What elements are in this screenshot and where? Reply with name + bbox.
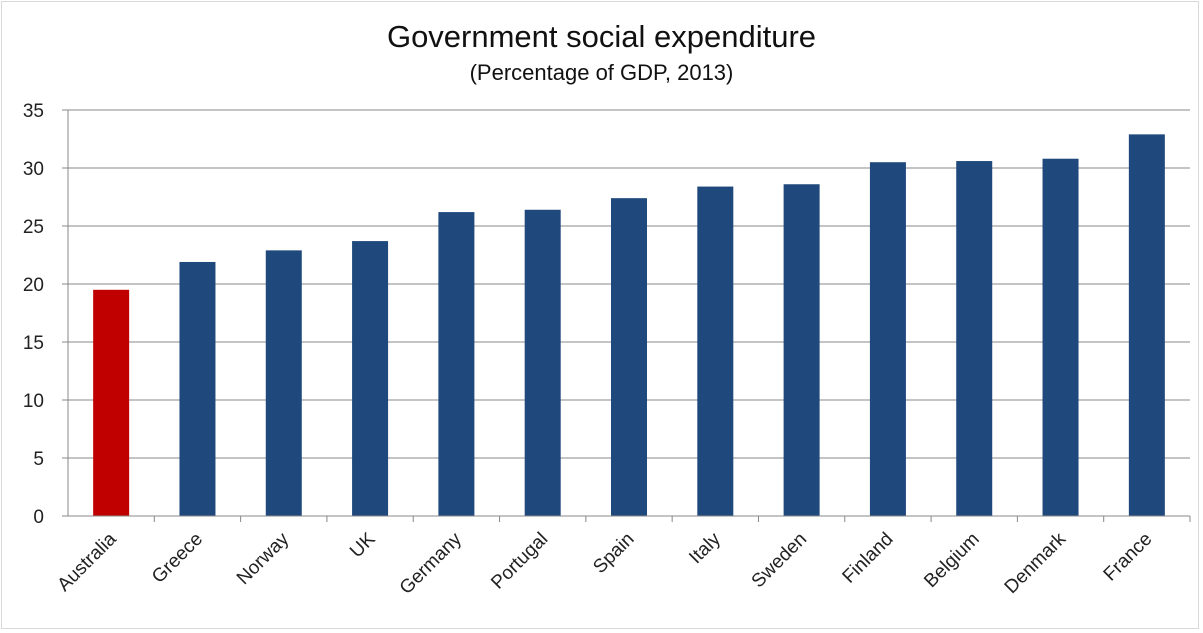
- bar-greece: [179, 261, 216, 516]
- x-tick-label: Australia: [54, 528, 121, 595]
- x-tick-label: Portugal: [487, 529, 552, 594]
- x-tick-label: Norway: [233, 528, 294, 589]
- x-tick-label: Belgium: [920, 529, 983, 592]
- x-tick-label: Sweden: [748, 529, 811, 592]
- bar-finland: [869, 162, 906, 516]
- y-tick-label: 35: [23, 101, 44, 122]
- bar-australia: [93, 289, 130, 516]
- x-tick-label: Greece: [148, 529, 207, 588]
- bar-portugal: [524, 209, 561, 516]
- x-tick-label: Italy: [685, 528, 725, 568]
- x-tick-label: Spain: [589, 529, 638, 578]
- y-tick-label: 25: [23, 217, 44, 238]
- bar-belgium: [956, 161, 993, 517]
- bars: [93, 134, 1165, 517]
- y-tick-label: 10: [23, 391, 44, 412]
- bar-sweden: [783, 184, 820, 517]
- x-axis: Australia Greece Norway UK Germany Portugal Sp…: [54, 515, 1191, 599]
- x-tick-label: UK: [346, 528, 380, 562]
- y-tick-label: 0: [33, 507, 44, 528]
- x-tick-label: France: [1100, 529, 1157, 586]
- chart-subtitle: (Percentage of GDP, 2013): [469, 60, 734, 85]
- bar-uk: [352, 241, 389, 516]
- bar-norway: [265, 250, 302, 517]
- y-tick-label: 20: [23, 275, 44, 296]
- y-tick-label: 15: [23, 333, 44, 354]
- bar-denmark: [1042, 158, 1079, 516]
- bar-italy: [697, 186, 734, 516]
- chart-title: Government social expenditure: [386, 19, 817, 54]
- bar-germany: [438, 212, 475, 516]
- bar-spain: [611, 198, 647, 516]
- x-tick-label: Denmark: [1001, 528, 1071, 598]
- x-tick-label: Finland: [839, 529, 898, 588]
- y-tick-label: 30: [23, 159, 44, 180]
- y-tick-label: 5: [33, 449, 44, 470]
- y-axis: 0 5 10 15 20 25 30 35: [23, 101, 69, 528]
- x-tick-label: Germany: [396, 528, 466, 598]
- bar-france: [1128, 134, 1165, 517]
